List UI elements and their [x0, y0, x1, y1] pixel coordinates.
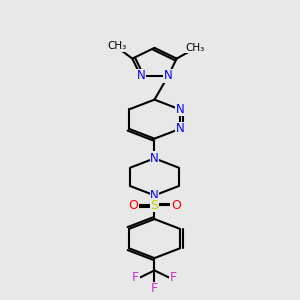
Text: N: N — [150, 189, 159, 202]
Text: N: N — [150, 152, 159, 165]
Text: O: O — [128, 199, 138, 212]
Text: O: O — [171, 199, 181, 212]
Text: N: N — [136, 70, 145, 83]
Text: CH₃: CH₃ — [185, 43, 204, 53]
Text: F: F — [170, 271, 177, 284]
Text: F: F — [151, 283, 158, 296]
Text: S: S — [151, 199, 158, 212]
Text: N: N — [176, 103, 184, 116]
Text: F: F — [132, 271, 139, 284]
Text: N: N — [176, 122, 184, 135]
Text: CH₃: CH₃ — [108, 41, 127, 51]
Text: N: N — [164, 70, 172, 83]
